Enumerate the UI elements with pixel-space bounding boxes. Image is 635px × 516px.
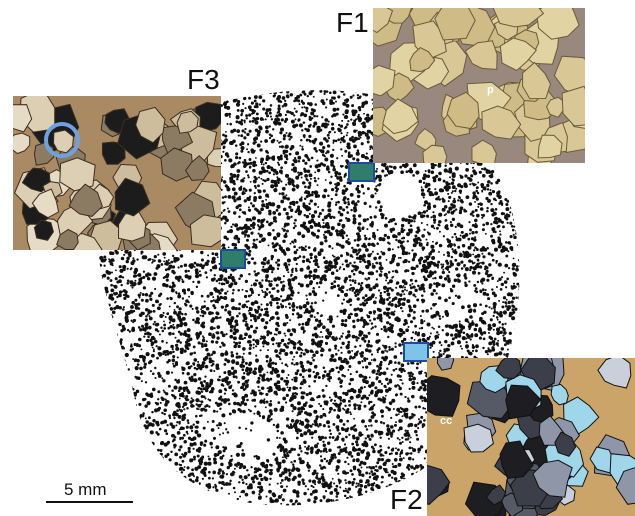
f2-location-marker (403, 342, 429, 362)
f2-inset-tag-cc: cc (440, 415, 453, 427)
panel-label-f1: F1 (336, 7, 369, 38)
f2-micrograph-inset (427, 358, 635, 516)
panel-label-f3: F3 (187, 64, 220, 95)
f3-micrograph-inset (13, 96, 221, 250)
panel-label-f2: F2 (390, 484, 423, 515)
f1-inset-tag-p: p (487, 84, 494, 96)
f3-location-marker (220, 249, 246, 269)
f1-location-marker (348, 162, 375, 182)
f1-micrograph-inset (373, 8, 585, 163)
scale-bar-label: 5 mm (64, 480, 107, 499)
